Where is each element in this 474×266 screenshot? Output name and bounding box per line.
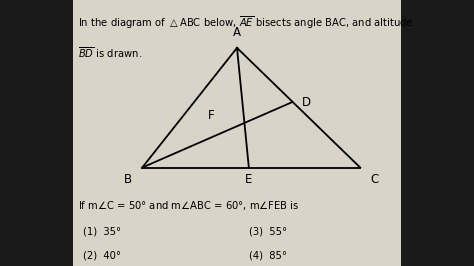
Text: If m$\angle$C = 50° and m$\angle$ABC = 60°, m$\angle$FEB is: If m$\angle$C = 50° and m$\angle$ABC = 6… xyxy=(78,200,300,213)
Text: F: F xyxy=(208,109,215,122)
Text: (2)  40°: (2) 40° xyxy=(83,250,121,260)
Text: C: C xyxy=(371,173,379,186)
Text: E: E xyxy=(245,173,253,186)
FancyBboxPatch shape xyxy=(73,0,401,266)
Text: (4)  85°: (4) 85° xyxy=(249,250,287,260)
Text: In the diagram of $\triangle$ABC below, $\overline{AE}$ bisects angle BAC, and a: In the diagram of $\triangle$ABC below, … xyxy=(78,15,414,31)
Text: B: B xyxy=(124,173,132,186)
Text: A: A xyxy=(233,26,241,39)
Text: $\overline{BD}$ is drawn.: $\overline{BD}$ is drawn. xyxy=(78,45,142,60)
Text: (3)  55°: (3) 55° xyxy=(249,226,287,236)
Text: (1)  35°: (1) 35° xyxy=(83,226,121,236)
Text: D: D xyxy=(302,96,311,109)
